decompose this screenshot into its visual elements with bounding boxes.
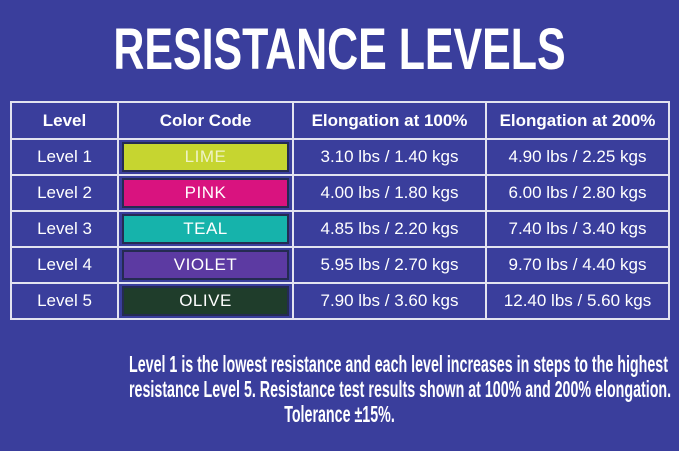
elongation-100-cell: 4.00 lbs / 1.80 kgs (292, 174, 487, 212)
elongation-100-cell: 3.10 lbs / 1.40 kgs (292, 138, 487, 176)
elongation-200-cell: 7.40 lbs / 3.40 kgs (485, 210, 670, 248)
elongation-100-cell: 4.85 lbs / 2.20 kgs (292, 210, 487, 248)
col-header-level: Level (10, 101, 119, 140)
footnote-line-3: Tolerance ±15%. (284, 401, 395, 427)
col-header-elongation-100: Elongation at 100% (292, 101, 487, 140)
level-cell: Level 1 (10, 138, 119, 176)
col-header-color-code: Color Code (117, 101, 294, 140)
elongation-100-cell: 5.95 lbs / 2.70 kgs (292, 246, 487, 284)
elongation-200-cell: 9.70 lbs / 4.40 kgs (485, 246, 670, 284)
elongation-200-cell: 6.00 lbs / 2.80 kgs (485, 174, 670, 212)
elongation-200-cell: 12.40 lbs / 5.60 kgs (485, 282, 670, 320)
color-code-cell: TEAL (117, 210, 294, 248)
color-swatch: TEAL (122, 214, 289, 244)
header-row: Level Color Code Elongation at 100% Elon… (10, 101, 670, 140)
color-swatch: OLIVE (122, 286, 289, 316)
color-name-label: PINK (184, 183, 227, 202)
resistance-levels-table: Level Color Code Elongation at 100% Elon… (10, 101, 670, 320)
color-swatch: VIOLET (122, 250, 289, 280)
color-code-cell: OLIVE (117, 282, 294, 320)
footnote: Level 1 is the lowest resistance and eac… (0, 352, 679, 427)
color-code-cell: LIME (117, 138, 294, 176)
color-code-cell: VIOLET (117, 246, 294, 284)
color-swatch: LIME (122, 142, 289, 172)
footnote-line-2: resistance Level 5. Resistance test resu… (129, 376, 672, 402)
table-row: Level 2 PINK 4.00 lbs / 1.80 kgs 6.00 lb… (10, 174, 670, 212)
table-row: Level 1 LIME 3.10 lbs / 1.40 kgs 4.90 lb… (10, 138, 670, 176)
table-row: Level 5 OLIVE 7.90 lbs / 3.60 kgs 12.40 … (10, 282, 670, 320)
table-row: Level 3 TEAL 4.85 lbs / 2.20 kgs 7.40 lb… (10, 210, 670, 248)
level-cell: Level 5 (10, 282, 119, 320)
elongation-200-cell: 4.90 lbs / 2.25 kgs (485, 138, 670, 176)
table-row: Level 4 VIOLET 5.95 lbs / 2.70 kgs 9.70 … (10, 246, 670, 284)
color-name-label: TEAL (183, 219, 228, 238)
col-header-elongation-200: Elongation at 200% (485, 101, 670, 140)
color-name-label: VIOLET (173, 255, 238, 274)
color-code-cell: PINK (117, 174, 294, 212)
page-title: RESISTANCE LEVELS (113, 17, 566, 82)
level-cell: Level 4 (10, 246, 119, 284)
level-cell: Level 2 (10, 174, 119, 212)
color-name-label: LIME (184, 147, 227, 166)
level-cell: Level 3 (10, 210, 119, 248)
footnote-line-1: Level 1 is the lowest resistance and eac… (129, 351, 668, 377)
elongation-100-cell: 7.90 lbs / 3.60 kgs (292, 282, 487, 320)
color-swatch: PINK (122, 178, 289, 208)
color-name-label: OLIVE (179, 291, 232, 310)
